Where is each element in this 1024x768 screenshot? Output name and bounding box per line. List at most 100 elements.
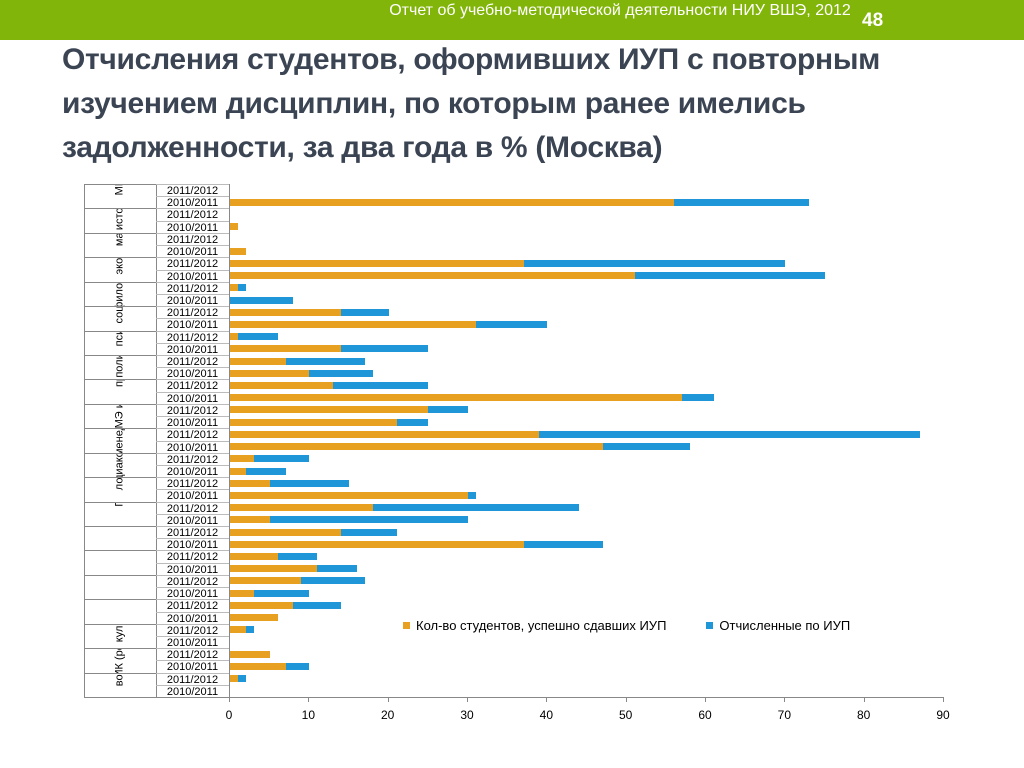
year-label: 2011/2012	[156, 330, 229, 344]
x-tick-label: 10	[301, 708, 315, 722]
bar-passed	[230, 614, 278, 622]
category-label: ПМ	[84, 599, 156, 623]
bar-expelled	[341, 528, 397, 536]
year-label: 2010/2011	[156, 489, 229, 502]
category-label-text: МИЭФ	[114, 185, 126, 208]
bar-expelled	[237, 675, 246, 683]
bar-passed	[230, 540, 524, 548]
bar-expelled	[539, 430, 921, 438]
bar-passed	[230, 675, 238, 683]
bar-expelled	[396, 418, 429, 426]
year-label: 2011/2012	[156, 281, 229, 295]
bar-passed	[230, 369, 310, 377]
bar-expelled	[269, 479, 349, 487]
bar-passed	[230, 565, 318, 573]
bar-passed	[230, 553, 278, 561]
category-label-text: менеджм.	[114, 429, 126, 452]
bar-expelled	[237, 333, 278, 341]
x-tick-label: 50	[618, 708, 633, 722]
bar-expelled	[309, 369, 373, 377]
category-label-text: восток.	[114, 674, 126, 697]
year-label: 2010/2011	[156, 635, 229, 649]
year-label: 2011/2012	[156, 403, 229, 417]
year-label: 2010/2011	[156, 464, 229, 478]
category-label: МИЭФ	[84, 184, 156, 208]
x-tick-mark	[705, 697, 706, 702]
x-axis-line	[84, 697, 943, 698]
year-label: 2011/2012	[156, 599, 229, 612]
bar-expelled	[245, 626, 254, 634]
category-label: ОИК (рекл.)	[84, 648, 156, 673]
x-tick-mark	[308, 697, 310, 702]
year-label: 2010/2011	[156, 293, 229, 307]
category-label: менеджм.	[84, 428, 156, 453]
category-label: философ.	[84, 281, 156, 306]
category-label: социол.	[84, 306, 156, 330]
bar-expelled	[317, 565, 357, 573]
category-label-text: истори и	[114, 209, 126, 232]
x-tick-mark	[625, 697, 627, 702]
year-label: 2010/2011	[156, 196, 229, 209]
x-tick-label: 0	[225, 708, 233, 722]
bar-expelled	[523, 540, 603, 548]
bar-passed	[230, 308, 342, 316]
legend-label-expelled: Отчисленные по ИУП	[719, 618, 851, 633]
bar-expelled	[277, 553, 318, 561]
category-label-text: эконом.	[114, 258, 126, 281]
category-label: БИ	[84, 526, 156, 550]
year-label: 2010/2011	[156, 391, 229, 405]
bar-expelled	[372, 504, 580, 512]
category-label-text: ПИ	[115, 576, 126, 599]
bar-passed	[230, 320, 476, 328]
category-label: МЭ и МП	[84, 403, 156, 428]
year-label: 2010/2011	[156, 318, 229, 331]
year-label: 2010/2011	[156, 367, 229, 380]
bar-passed	[230, 259, 524, 267]
year-label: 2010/2011	[156, 684, 229, 698]
category-label-text: ГиМУ	[114, 503, 126, 526]
bar-expelled	[301, 577, 365, 585]
bar-passed	[230, 491, 468, 499]
category-label-text: философ.	[114, 283, 126, 306]
category-label-text: БИ	[115, 527, 126, 550]
page-number: 48	[862, 10, 884, 31]
category-label: ПИ	[84, 574, 156, 599]
bar-passed	[230, 272, 635, 280]
year-label: 2010/2011	[156, 538, 229, 551]
x-tick-label: 20	[380, 708, 395, 722]
bar-expelled	[341, 308, 389, 316]
year-label: 2010/2011	[156, 440, 229, 454]
x-tick-mark	[863, 697, 865, 702]
legend-label-passed: Кол-во студентов, успешно сдавших ИУП	[416, 618, 667, 633]
year-label: 2011/2012	[156, 501, 229, 515]
bar-expelled	[269, 516, 468, 524]
bar-passed	[230, 662, 286, 670]
slide-title: Отчисления студентов, оформивших ИУП с п…	[62, 43, 881, 164]
bar-passed	[230, 443, 603, 451]
bar-passed	[230, 284, 238, 292]
year-label: 2010/2011	[156, 513, 229, 527]
bar-expelled	[253, 455, 310, 463]
label-column-left-border	[84, 184, 85, 697]
bar-expelled	[237, 284, 246, 292]
category-label: истори и	[84, 208, 156, 232]
category-label: культур.	[84, 623, 156, 648]
bar-expelled	[341, 345, 429, 353]
category-label: права	[84, 379, 156, 403]
bar-expelled	[245, 467, 286, 475]
year-label: 2011/2012	[156, 208, 229, 221]
x-tick-mark	[229, 697, 230, 702]
year-label: 2010/2011	[156, 660, 229, 673]
year-label: 2010/2011	[156, 562, 229, 576]
year-label: 2010/2011	[156, 269, 229, 283]
bar-passed	[230, 382, 334, 390]
bar-passed	[230, 650, 270, 658]
year-label: 2011/2012	[156, 550, 229, 563]
bar-expelled	[333, 382, 429, 390]
bar-expelled	[253, 589, 310, 597]
x-tick-label: 60	[698, 708, 712, 722]
year-label: 2010/2011	[156, 611, 229, 625]
x-tick-label: 80	[856, 708, 871, 722]
x-tick-mark	[467, 697, 468, 702]
year-label: 2011/2012	[156, 648, 229, 661]
